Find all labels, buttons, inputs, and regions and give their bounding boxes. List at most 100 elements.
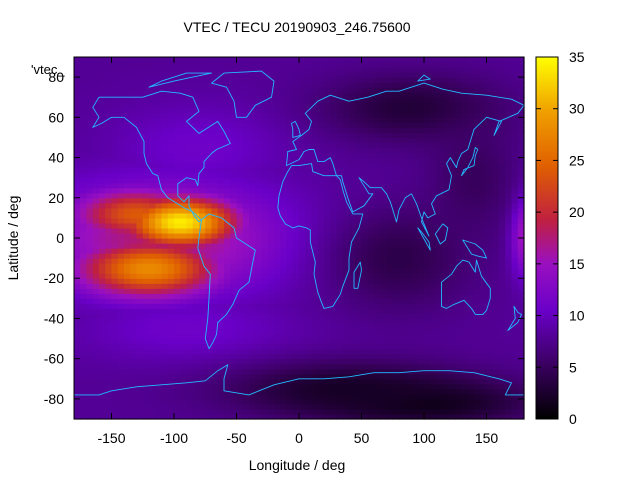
heatmap-cell xyxy=(387,313,394,319)
heatmap-cell xyxy=(437,97,444,103)
heatmap-cell xyxy=(149,132,156,138)
heatmap-cell xyxy=(399,243,406,249)
heatmap-cell xyxy=(299,303,306,309)
heatmap-cell xyxy=(380,102,387,108)
heatmap-cell xyxy=(143,62,150,68)
heatmap-cell xyxy=(280,359,287,365)
heatmap-cell xyxy=(418,329,425,335)
heatmap-cell xyxy=(355,122,362,128)
heatmap-cell xyxy=(230,258,237,264)
heatmap-cell xyxy=(418,203,425,209)
heatmap-cell xyxy=(268,223,275,229)
heatmap-cell xyxy=(237,369,244,375)
heatmap-cell xyxy=(199,173,206,179)
heatmap-cell xyxy=(405,127,412,133)
heatmap-cell xyxy=(287,183,294,189)
heatmap-cell xyxy=(393,223,400,229)
heatmap-cell xyxy=(87,223,94,229)
heatmap-cell xyxy=(105,72,112,78)
heatmap-cell xyxy=(199,389,206,395)
heatmap-cell xyxy=(99,318,106,324)
heatmap-cell xyxy=(362,148,369,154)
heatmap-cell xyxy=(293,102,300,108)
heatmap-cell xyxy=(343,329,350,335)
heatmap-cell xyxy=(93,188,100,194)
heatmap-cell xyxy=(124,303,131,309)
heatmap-cell xyxy=(318,409,325,415)
heatmap-cell xyxy=(180,313,187,319)
heatmap-cell xyxy=(255,329,262,335)
heatmap-cell xyxy=(137,163,144,169)
heatmap-cell xyxy=(280,122,287,128)
heatmap-cell xyxy=(362,339,369,345)
heatmap-cell xyxy=(112,379,119,385)
heatmap-cell xyxy=(262,72,269,78)
heatmap-cell xyxy=(330,379,337,385)
heatmap-cell xyxy=(74,349,81,355)
heatmap-cell xyxy=(162,334,169,340)
heatmap-cell xyxy=(187,168,194,174)
heatmap-cell xyxy=(487,142,494,148)
heatmap-cell xyxy=(105,102,112,108)
heatmap-cell xyxy=(405,137,412,143)
heatmap-cell xyxy=(237,273,244,279)
heatmap-cell xyxy=(99,72,106,78)
heatmap-cell xyxy=(368,107,375,113)
heatmap-cell xyxy=(130,223,137,229)
heatmap-cell xyxy=(262,278,269,284)
heatmap-cell xyxy=(424,117,431,123)
heatmap-cell xyxy=(80,273,87,279)
heatmap-cell xyxy=(287,193,294,199)
heatmap-cell xyxy=(262,163,269,169)
heatmap-cell xyxy=(168,233,175,239)
heatmap-cell xyxy=(112,258,119,264)
heatmap-cell xyxy=(312,364,319,370)
heatmap-cell xyxy=(174,137,181,143)
heatmap-cell xyxy=(268,132,275,138)
heatmap-cell xyxy=(268,379,275,385)
heatmap-cell xyxy=(474,183,481,189)
heatmap-cell xyxy=(243,288,250,294)
heatmap-cell xyxy=(324,318,331,324)
heatmap-cell xyxy=(493,288,500,294)
heatmap-cell xyxy=(299,243,306,249)
heatmap-cell xyxy=(437,163,444,169)
heatmap-cell xyxy=(380,228,387,234)
heatmap-cell xyxy=(137,334,144,340)
heatmap-cell xyxy=(137,308,144,314)
heatmap-cell xyxy=(143,77,150,83)
heatmap-cell xyxy=(324,359,331,365)
heatmap-cell xyxy=(330,323,337,329)
heatmap-cell xyxy=(487,57,494,63)
heatmap-cell xyxy=(393,394,400,400)
heatmap-cell xyxy=(249,318,256,324)
heatmap-cell xyxy=(355,253,362,259)
heatmap-cell xyxy=(368,208,375,214)
heatmap-cell xyxy=(330,67,337,73)
heatmap-cell xyxy=(230,354,237,360)
heatmap-cell xyxy=(243,132,250,138)
heatmap-cell xyxy=(143,354,150,360)
heatmap-cell xyxy=(187,102,194,108)
heatmap-cell xyxy=(418,293,425,299)
heatmap-cell xyxy=(493,354,500,360)
heatmap-cell xyxy=(374,158,381,164)
heatmap-cell xyxy=(212,112,219,118)
heatmap-cell xyxy=(368,339,375,345)
heatmap-cell xyxy=(199,97,206,103)
heatmap-cell xyxy=(230,148,237,154)
heatmap-cell xyxy=(99,223,106,229)
heatmap-cell xyxy=(80,82,87,88)
heatmap-cell xyxy=(405,228,412,234)
heatmap-cell xyxy=(105,268,112,274)
heatmap-cell xyxy=(212,359,219,365)
heatmap-cell xyxy=(437,248,444,254)
heatmap-cell xyxy=(243,173,250,179)
heatmap-cell xyxy=(437,303,444,309)
heatmap-cell xyxy=(180,158,187,164)
heatmap-cell xyxy=(187,323,194,329)
heatmap-cell xyxy=(499,107,506,113)
heatmap-cell xyxy=(299,364,306,370)
heatmap-cell xyxy=(380,323,387,329)
heatmap-cell xyxy=(137,62,144,68)
